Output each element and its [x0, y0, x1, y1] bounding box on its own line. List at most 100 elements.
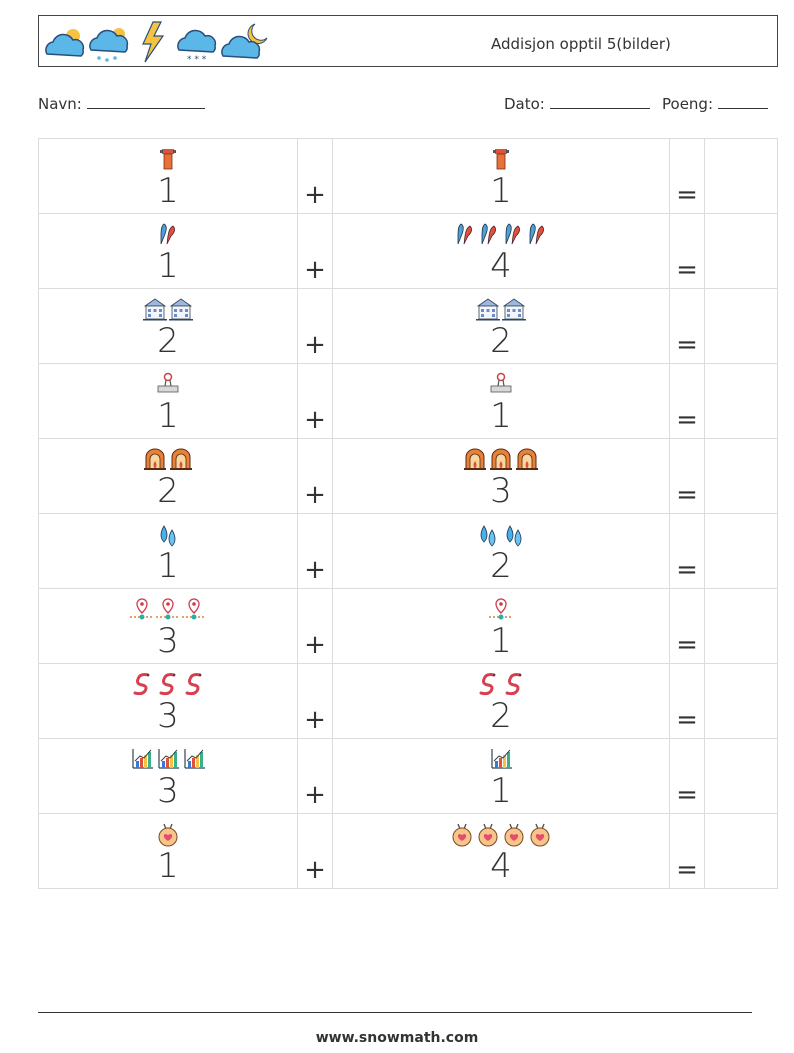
equals-sign: =	[676, 405, 698, 435]
right-pictures	[333, 447, 669, 471]
left-pictures	[39, 447, 297, 471]
weather-icons: * * *	[45, 21, 268, 64]
name-blank[interactable]	[86, 94, 205, 109]
right-operand-cell: 4	[332, 813, 670, 889]
problem-row: 1 +4 =	[38, 813, 778, 889]
location-line-icon	[181, 597, 207, 620]
answer-cell[interactable]	[704, 513, 778, 589]
date-field[interactable]: Dato:	[504, 94, 650, 113]
score-blank[interactable]	[717, 94, 768, 109]
heart-medal-icon	[155, 822, 181, 847]
water-drops-icon	[501, 522, 527, 547]
juggling-club-icon	[453, 222, 477, 245]
location-line-icon	[129, 597, 155, 620]
building-icon	[168, 297, 194, 321]
fireplace-icon	[142, 447, 168, 470]
problems-table: 1 +1 = 1 +4 = 2 +2 = 1 +1 = 2 +3 = 1 +2 = 3 +1 = 3 +2 = 3 +1 = 1 +4 =	[38, 138, 778, 889]
footer-divider	[38, 1012, 752, 1013]
right-operand-number: 2	[490, 321, 512, 361]
equals-cell: =	[669, 738, 705, 814]
right-operand-number: 4	[490, 846, 512, 886]
lightning-icon	[142, 21, 165, 63]
right-operand-cell: 1	[332, 738, 670, 814]
right-operand-cell: 2	[332, 663, 670, 739]
plus-cell: +	[297, 438, 333, 514]
worksheet-title: Addisjon opptil 5(bilder)	[491, 35, 671, 53]
right-operand-cell: 3	[332, 438, 670, 514]
right-pictures	[333, 297, 669, 321]
answer-cell[interactable]	[704, 813, 778, 889]
plus-sign: +	[304, 255, 326, 285]
left-operand-number: 2	[157, 471, 179, 511]
left-operand-number: 1	[157, 846, 179, 886]
left-operand-cell: 1	[38, 363, 298, 439]
right-operand-number: 1	[490, 171, 512, 211]
equals-sign: =	[676, 480, 698, 510]
left-operand-cell: 1	[38, 513, 298, 589]
moon-cloud-icon	[221, 23, 268, 59]
left-pictures	[39, 297, 297, 321]
date-blank[interactable]	[549, 94, 650, 109]
score-field[interactable]: Poeng:	[662, 94, 768, 113]
answer-cell[interactable]	[704, 438, 778, 514]
plus-cell: +	[297, 213, 333, 289]
plus-cell: +	[297, 288, 333, 364]
plus-sign: +	[304, 780, 326, 810]
equals-cell: =	[669, 663, 705, 739]
left-operand-number: 1	[157, 171, 179, 211]
left-operand-cell: 3	[38, 663, 298, 739]
left-operand-number: 2	[157, 321, 179, 361]
answer-cell[interactable]	[704, 138, 778, 214]
worm-icon	[475, 672, 501, 696]
juggling-club-icon	[156, 222, 180, 245]
answer-cell[interactable]	[704, 588, 778, 664]
plus-cell: +	[297, 138, 333, 214]
problem-row: 1 +1 =	[38, 138, 778, 214]
right-operand-number: 4	[490, 246, 512, 286]
left-operand-cell: 2	[38, 288, 298, 364]
bar-chart-icon	[488, 747, 514, 769]
fireplace-icon	[514, 447, 540, 470]
water-drops-icon	[475, 522, 501, 547]
plus-sign: +	[304, 630, 326, 660]
plus-cell: +	[297, 588, 333, 664]
plus-sign: +	[304, 405, 326, 435]
svg-text:* * *: * * *	[187, 55, 207, 64]
heart-medal-icon	[501, 822, 527, 847]
partly-sunny-cloud-icon	[45, 29, 85, 57]
answer-cell[interactable]	[704, 288, 778, 364]
juggling-club-icon	[525, 222, 549, 245]
right-operand-cell: 1	[332, 588, 670, 664]
fireplace-icon	[488, 447, 514, 470]
worm-icon	[181, 672, 207, 696]
footer-url: www.snowmath.com	[315, 1030, 479, 1046]
problem-row: 3 +1 =	[38, 738, 778, 814]
building-icon	[501, 297, 527, 321]
right-operand-number: 2	[490, 696, 512, 736]
right-operand-number: 1	[490, 621, 512, 661]
right-operand-cell: 4	[332, 213, 670, 289]
rain-sun-cloud-icon	[89, 28, 129, 62]
answer-cell[interactable]	[704, 213, 778, 289]
answer-cell[interactable]	[704, 363, 778, 439]
worm-icon	[155, 672, 181, 696]
equals-cell: =	[669, 813, 705, 889]
equals-sign: =	[676, 855, 698, 885]
right-pictures	[333, 597, 669, 621]
left-pictures	[39, 372, 297, 396]
equals-cell: =	[669, 588, 705, 664]
juggling-club-icon	[477, 222, 501, 245]
water-drops-icon	[155, 522, 181, 547]
equals-cell: =	[669, 513, 705, 589]
left-operand-number: 3	[157, 696, 179, 736]
answer-cell[interactable]	[704, 663, 778, 739]
paper-clip-board-icon	[155, 372, 181, 393]
left-operand-cell: 3	[38, 588, 298, 664]
juggling-club-icon	[501, 222, 525, 245]
answer-cell[interactable]	[704, 738, 778, 814]
worm-icon	[129, 672, 155, 696]
left-pictures	[39, 672, 297, 696]
name-field[interactable]: Navn:	[38, 94, 205, 113]
left-pictures	[39, 747, 297, 771]
left-operand-number: 1	[157, 396, 179, 436]
